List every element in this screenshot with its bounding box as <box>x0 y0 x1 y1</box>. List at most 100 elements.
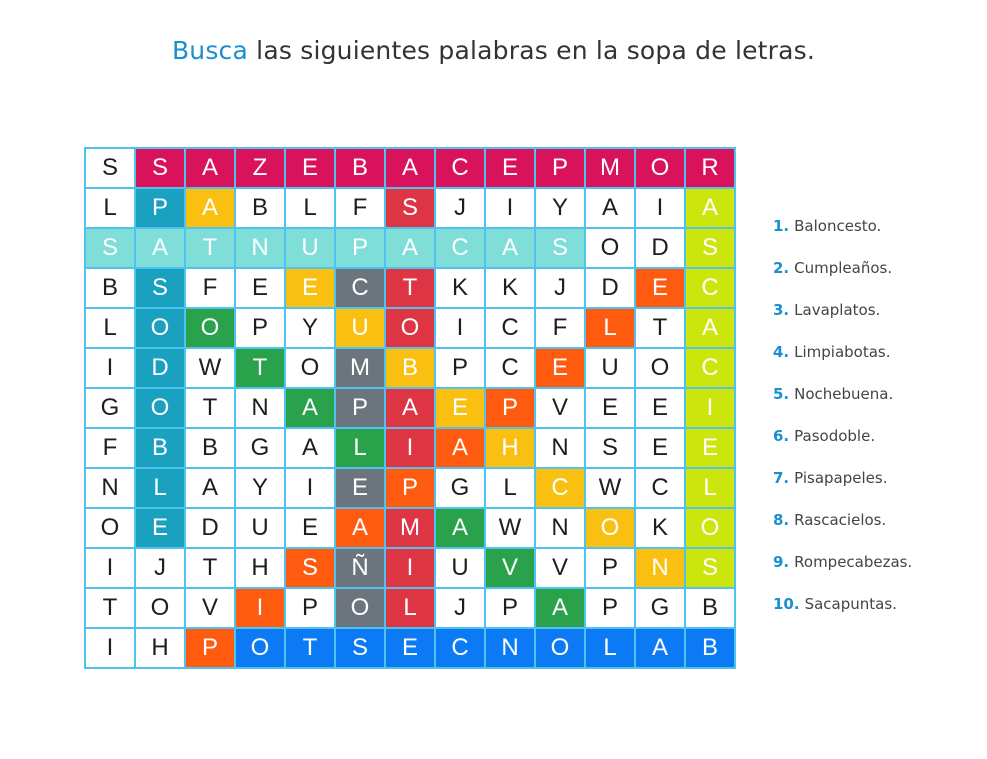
grid-cell[interactable]: P <box>486 589 536 629</box>
grid-cell[interactable]: T <box>186 549 236 589</box>
grid-cell[interactable]: A <box>186 149 236 189</box>
grid-cell[interactable]: B <box>686 629 736 669</box>
grid-cell[interactable]: I <box>386 549 436 589</box>
grid-cell[interactable]: P <box>236 309 286 349</box>
grid-cell[interactable]: A <box>386 389 436 429</box>
grid-cell[interactable]: O <box>136 589 186 629</box>
grid-cell[interactable]: E <box>286 269 336 309</box>
grid-cell[interactable]: I <box>286 469 336 509</box>
grid-cell[interactable]: N <box>86 469 136 509</box>
grid-cell[interactable]: A <box>486 229 536 269</box>
grid-cell[interactable]: S <box>136 269 186 309</box>
grid-cell[interactable]: A <box>436 429 486 469</box>
grid-cell[interactable]: T <box>386 269 436 309</box>
grid-cell[interactable]: R <box>686 149 736 189</box>
grid-cell[interactable]: A <box>336 509 386 549</box>
grid-cell[interactable]: I <box>86 549 136 589</box>
grid-cell[interactable]: A <box>136 229 186 269</box>
grid-cell[interactable]: I <box>86 349 136 389</box>
grid-cell[interactable]: A <box>686 189 736 229</box>
grid-cell[interactable]: I <box>236 589 286 629</box>
grid-cell[interactable]: G <box>236 429 286 469</box>
grid-cell[interactable]: C <box>486 309 536 349</box>
grid-cell[interactable]: N <box>486 629 536 669</box>
grid-cell[interactable]: E <box>386 629 436 669</box>
grid-cell[interactable]: F <box>336 189 386 229</box>
grid-cell[interactable]: I <box>386 429 436 469</box>
grid-cell[interactable]: A <box>536 589 586 629</box>
grid-cell[interactable]: I <box>86 629 136 669</box>
grid-cell[interactable]: I <box>436 309 486 349</box>
grid-cell[interactable]: J <box>536 269 586 309</box>
grid-cell[interactable]: V <box>486 549 536 589</box>
grid-cell[interactable]: T <box>286 629 336 669</box>
grid-cell[interactable]: G <box>436 469 486 509</box>
grid-cell[interactable]: S <box>586 429 636 469</box>
grid-cell[interactable]: L <box>386 589 436 629</box>
grid-cell[interactable]: J <box>436 589 486 629</box>
grid-cell[interactable]: N <box>536 429 586 469</box>
grid-cell[interactable]: E <box>586 389 636 429</box>
grid-cell[interactable]: P <box>186 629 236 669</box>
grid-cell[interactable]: E <box>286 509 336 549</box>
grid-cell[interactable]: S <box>136 149 186 189</box>
grid-cell[interactable]: F <box>186 269 236 309</box>
grid-cell[interactable]: O <box>186 309 236 349</box>
grid-cell[interactable]: J <box>436 189 486 229</box>
grid-cell[interactable]: S <box>86 149 136 189</box>
grid-cell[interactable]: C <box>436 149 486 189</box>
grid-cell[interactable]: C <box>686 349 736 389</box>
grid-cell[interactable]: O <box>636 149 686 189</box>
grid-cell[interactable]: E <box>486 149 536 189</box>
grid-cell[interactable]: F <box>86 429 136 469</box>
grid-cell[interactable]: S <box>86 229 136 269</box>
grid-cell[interactable]: U <box>336 309 386 349</box>
grid-cell[interactable]: E <box>136 509 186 549</box>
grid-cell[interactable]: C <box>686 269 736 309</box>
grid-cell[interactable]: L <box>686 469 736 509</box>
grid-cell[interactable]: N <box>236 389 286 429</box>
grid-cell[interactable]: W <box>186 349 236 389</box>
grid-cell[interactable]: S <box>386 189 436 229</box>
grid-cell[interactable]: J <box>136 549 186 589</box>
grid-cell[interactable]: E <box>236 269 286 309</box>
grid-cell[interactable]: B <box>236 189 286 229</box>
grid-cell[interactable]: B <box>186 429 236 469</box>
grid-cell[interactable]: E <box>436 389 486 429</box>
grid-cell[interactable]: B <box>336 149 386 189</box>
grid-cell[interactable]: V <box>536 389 586 429</box>
grid-cell[interactable]: O <box>86 509 136 549</box>
grid-cell[interactable]: N <box>636 549 686 589</box>
grid-cell[interactable]: E <box>636 269 686 309</box>
grid-cell[interactable]: O <box>236 629 286 669</box>
grid-cell[interactable]: A <box>686 309 736 349</box>
grid-cell[interactable]: U <box>236 509 286 549</box>
grid-cell[interactable]: C <box>436 629 486 669</box>
grid-cell[interactable]: E <box>286 149 336 189</box>
grid-cell[interactable]: B <box>686 589 736 629</box>
grid-cell[interactable]: V <box>186 589 236 629</box>
grid-cell[interactable]: Z <box>236 149 286 189</box>
grid-cell[interactable]: K <box>486 269 536 309</box>
grid-cell[interactable]: E <box>336 469 386 509</box>
grid-cell[interactable]: H <box>136 629 186 669</box>
grid-cell[interactable]: V <box>536 549 586 589</box>
grid-cell[interactable]: C <box>636 469 686 509</box>
grid-cell[interactable]: P <box>386 469 436 509</box>
grid-cell[interactable]: P <box>336 229 386 269</box>
grid-cell[interactable]: T <box>186 389 236 429</box>
grid-cell[interactable]: E <box>636 429 686 469</box>
grid-cell[interactable]: C <box>486 349 536 389</box>
grid-cell[interactable]: P <box>586 549 636 589</box>
grid-cell[interactable]: O <box>336 589 386 629</box>
grid-cell[interactable]: N <box>236 229 286 269</box>
grid-cell[interactable]: P <box>336 389 386 429</box>
grid-cell[interactable]: S <box>686 549 736 589</box>
grid-cell[interactable]: A <box>636 629 686 669</box>
grid-cell[interactable]: B <box>86 269 136 309</box>
grid-cell[interactable]: A <box>286 429 336 469</box>
grid-cell[interactable]: Y <box>286 309 336 349</box>
grid-cell[interactable]: D <box>186 509 236 549</box>
grid-cell[interactable]: A <box>386 149 436 189</box>
grid-cell[interactable]: M <box>386 509 436 549</box>
